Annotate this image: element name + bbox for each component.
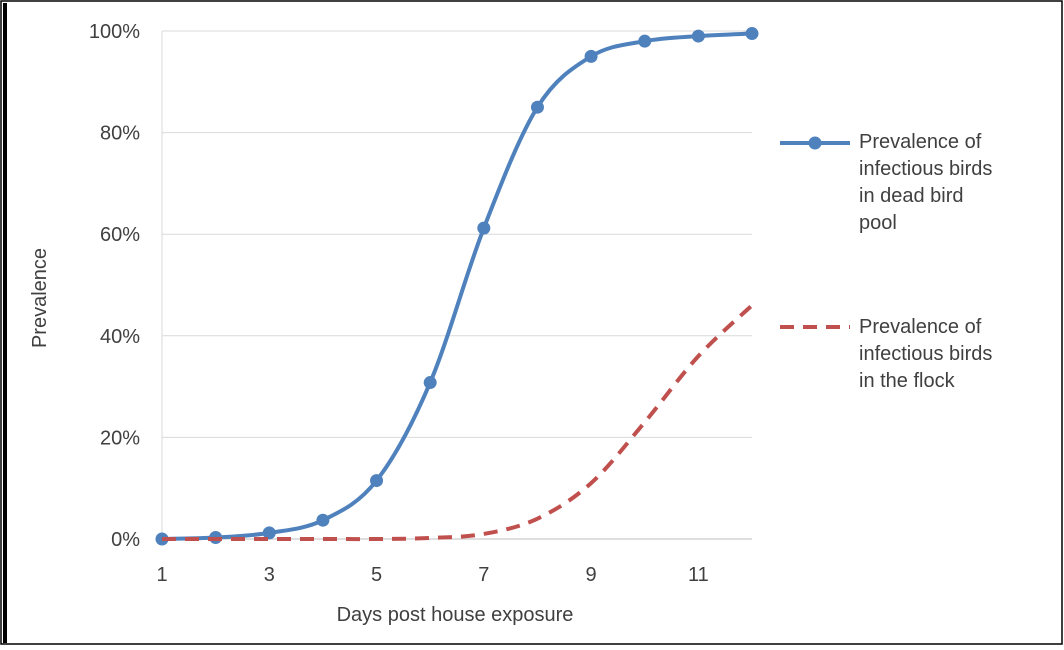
data-point-marker	[477, 221, 491, 235]
data-point-marker	[638, 34, 652, 48]
x-tick-label: 5	[371, 564, 382, 586]
axis-layer: 0% 20% 40% 60% 80% 100% 1 3 5 7 9 11	[89, 21, 752, 586]
data-point-marker	[691, 29, 705, 43]
x-axis-title: Days post house exposure	[337, 604, 574, 626]
y-tick-label: 20%	[100, 427, 140, 449]
legend-label-line: pool	[859, 212, 897, 234]
y-tick-label: 0%	[111, 529, 140, 551]
data-point-marker	[262, 526, 276, 540]
legend-label-line: Prevalence of	[859, 316, 982, 338]
legend-label-line: in dead bird	[859, 185, 964, 207]
legend-label-line: infectious birds	[859, 343, 992, 365]
legend-label-line: Prevalence of	[859, 131, 982, 153]
x-tick-label: 1	[156, 564, 167, 586]
series-layer	[155, 27, 759, 546]
data-point-marker	[584, 49, 598, 63]
left-edge-bar	[3, 3, 7, 643]
legend: Prevalence of infectious birds in dead bir…	[780, 131, 992, 392]
legend-marker	[808, 136, 822, 150]
x-tick-label: 3	[264, 564, 275, 586]
data-point-marker	[530, 100, 544, 114]
y-tick-label: 80%	[100, 123, 140, 145]
y-axis-title: Prevalence	[29, 248, 51, 348]
x-tick-label: 11	[688, 564, 709, 586]
y-tick-label: 60%	[100, 224, 140, 246]
y-tick-label: 100%	[89, 21, 140, 43]
data-point-marker	[316, 513, 330, 527]
legend-label-line: infectious birds	[859, 158, 992, 180]
y-tick-label: 40%	[100, 326, 140, 348]
legend-label-line: in the flock	[859, 370, 956, 392]
data-point-marker	[370, 474, 384, 488]
legend-label-flock: Prevalence of infectious birds in the floc…	[859, 316, 992, 392]
legend-label-dead-bird-pool: Prevalence of infectious birds in dead bir…	[859, 131, 992, 234]
x-tick-label: 7	[478, 564, 489, 586]
data-point-marker	[423, 376, 437, 390]
data-point-marker	[745, 27, 759, 41]
x-tick-label: 9	[586, 564, 597, 586]
